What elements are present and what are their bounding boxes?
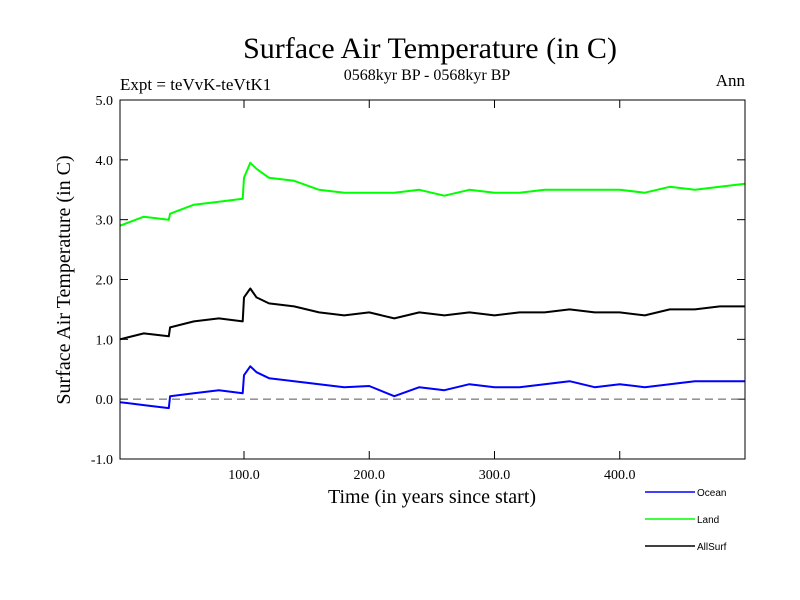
y-tick-label: -1.0 [91,453,113,468]
legend: Ocean Land AllSurf [645,488,727,553]
series-line-land [119,161,746,227]
y-tick-label: 1.0 [96,333,114,348]
legend-label-ocean: Ocean [697,488,726,499]
chart-title: Surface Air Temperature (in C) [243,32,617,65]
series-line-ocean [119,365,745,410]
legend-label-allsurf: AllSurf [697,542,727,553]
x-tick-label: 100.0 [228,468,260,483]
y-axis-ticks: -1.0 0.0 1.0 2.0 3.0 4.0 5.0 [91,94,745,468]
y-tick-label: 2.0 [96,274,114,289]
y-tick-label: 0.0 [96,393,114,408]
experiment-label: Expt = teVvK-teVtK1 [120,75,271,94]
y-tick-label: 5.0 [96,94,114,109]
plot-frame [119,99,746,460]
y-tick-label: 3.0 [96,214,114,229]
x-tick-label: 400.0 [604,468,636,483]
x-axis-ticks: 100.0 200.0 300.0 400.0 [228,100,635,483]
x-tick-label: 200.0 [353,468,385,483]
chart-subtitle: 0568kyr BP - 0568kyr BP [344,67,511,84]
x-axis-label: Time (in years since start) [328,486,536,508]
series-layer [119,161,746,410]
y-tick-label: 4.0 [96,154,114,169]
series-line-allsurf [119,287,745,341]
season-label: Ann [716,71,746,90]
x-tick-label: 300.0 [479,468,511,483]
y-axis-label: Surface Air Temperature (in C) [53,155,75,404]
legend-label-land: Land [697,515,719,526]
